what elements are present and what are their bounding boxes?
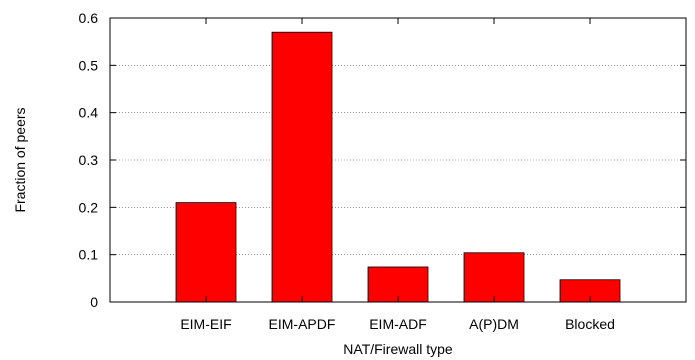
x-axis-ticks: EIM-EIF EIM-APDF EIM-ADF A(P)DM Blocked [180,18,615,332]
x-tick-label: Blocked [565,316,615,332]
y-axis-ticks: 0 0.1 0.2 0.3 0.4 0.5 0.6 [79,10,686,310]
x-axis-label: NAT/Firewall type [343,341,453,357]
x-tick-label: A(P)DM [469,316,519,332]
y-axis-label: Fraction of peers [12,107,28,212]
y-tick-label: 0.2 [79,199,99,215]
bar-eim-apdf [271,31,333,303]
y-tick-label: 0.6 [79,10,99,26]
plot-frame [109,17,687,303]
bar-eim-eif [175,202,237,303]
y-tick-label: 0.4 [79,105,99,121]
y-tick-label: 0 [90,294,98,310]
y-tick-label: 0.1 [79,247,99,263]
bar-a-p-dm [463,252,525,303]
x-tick-label: EIM-ADF [369,316,427,332]
x-tick-label: EIM-APDF [269,316,336,332]
y-tick-label: 0.5 [79,57,99,73]
y-tick-label: 0.3 [79,152,99,168]
x-tick-label: EIM-EIF [180,316,231,332]
bars [175,31,621,303]
